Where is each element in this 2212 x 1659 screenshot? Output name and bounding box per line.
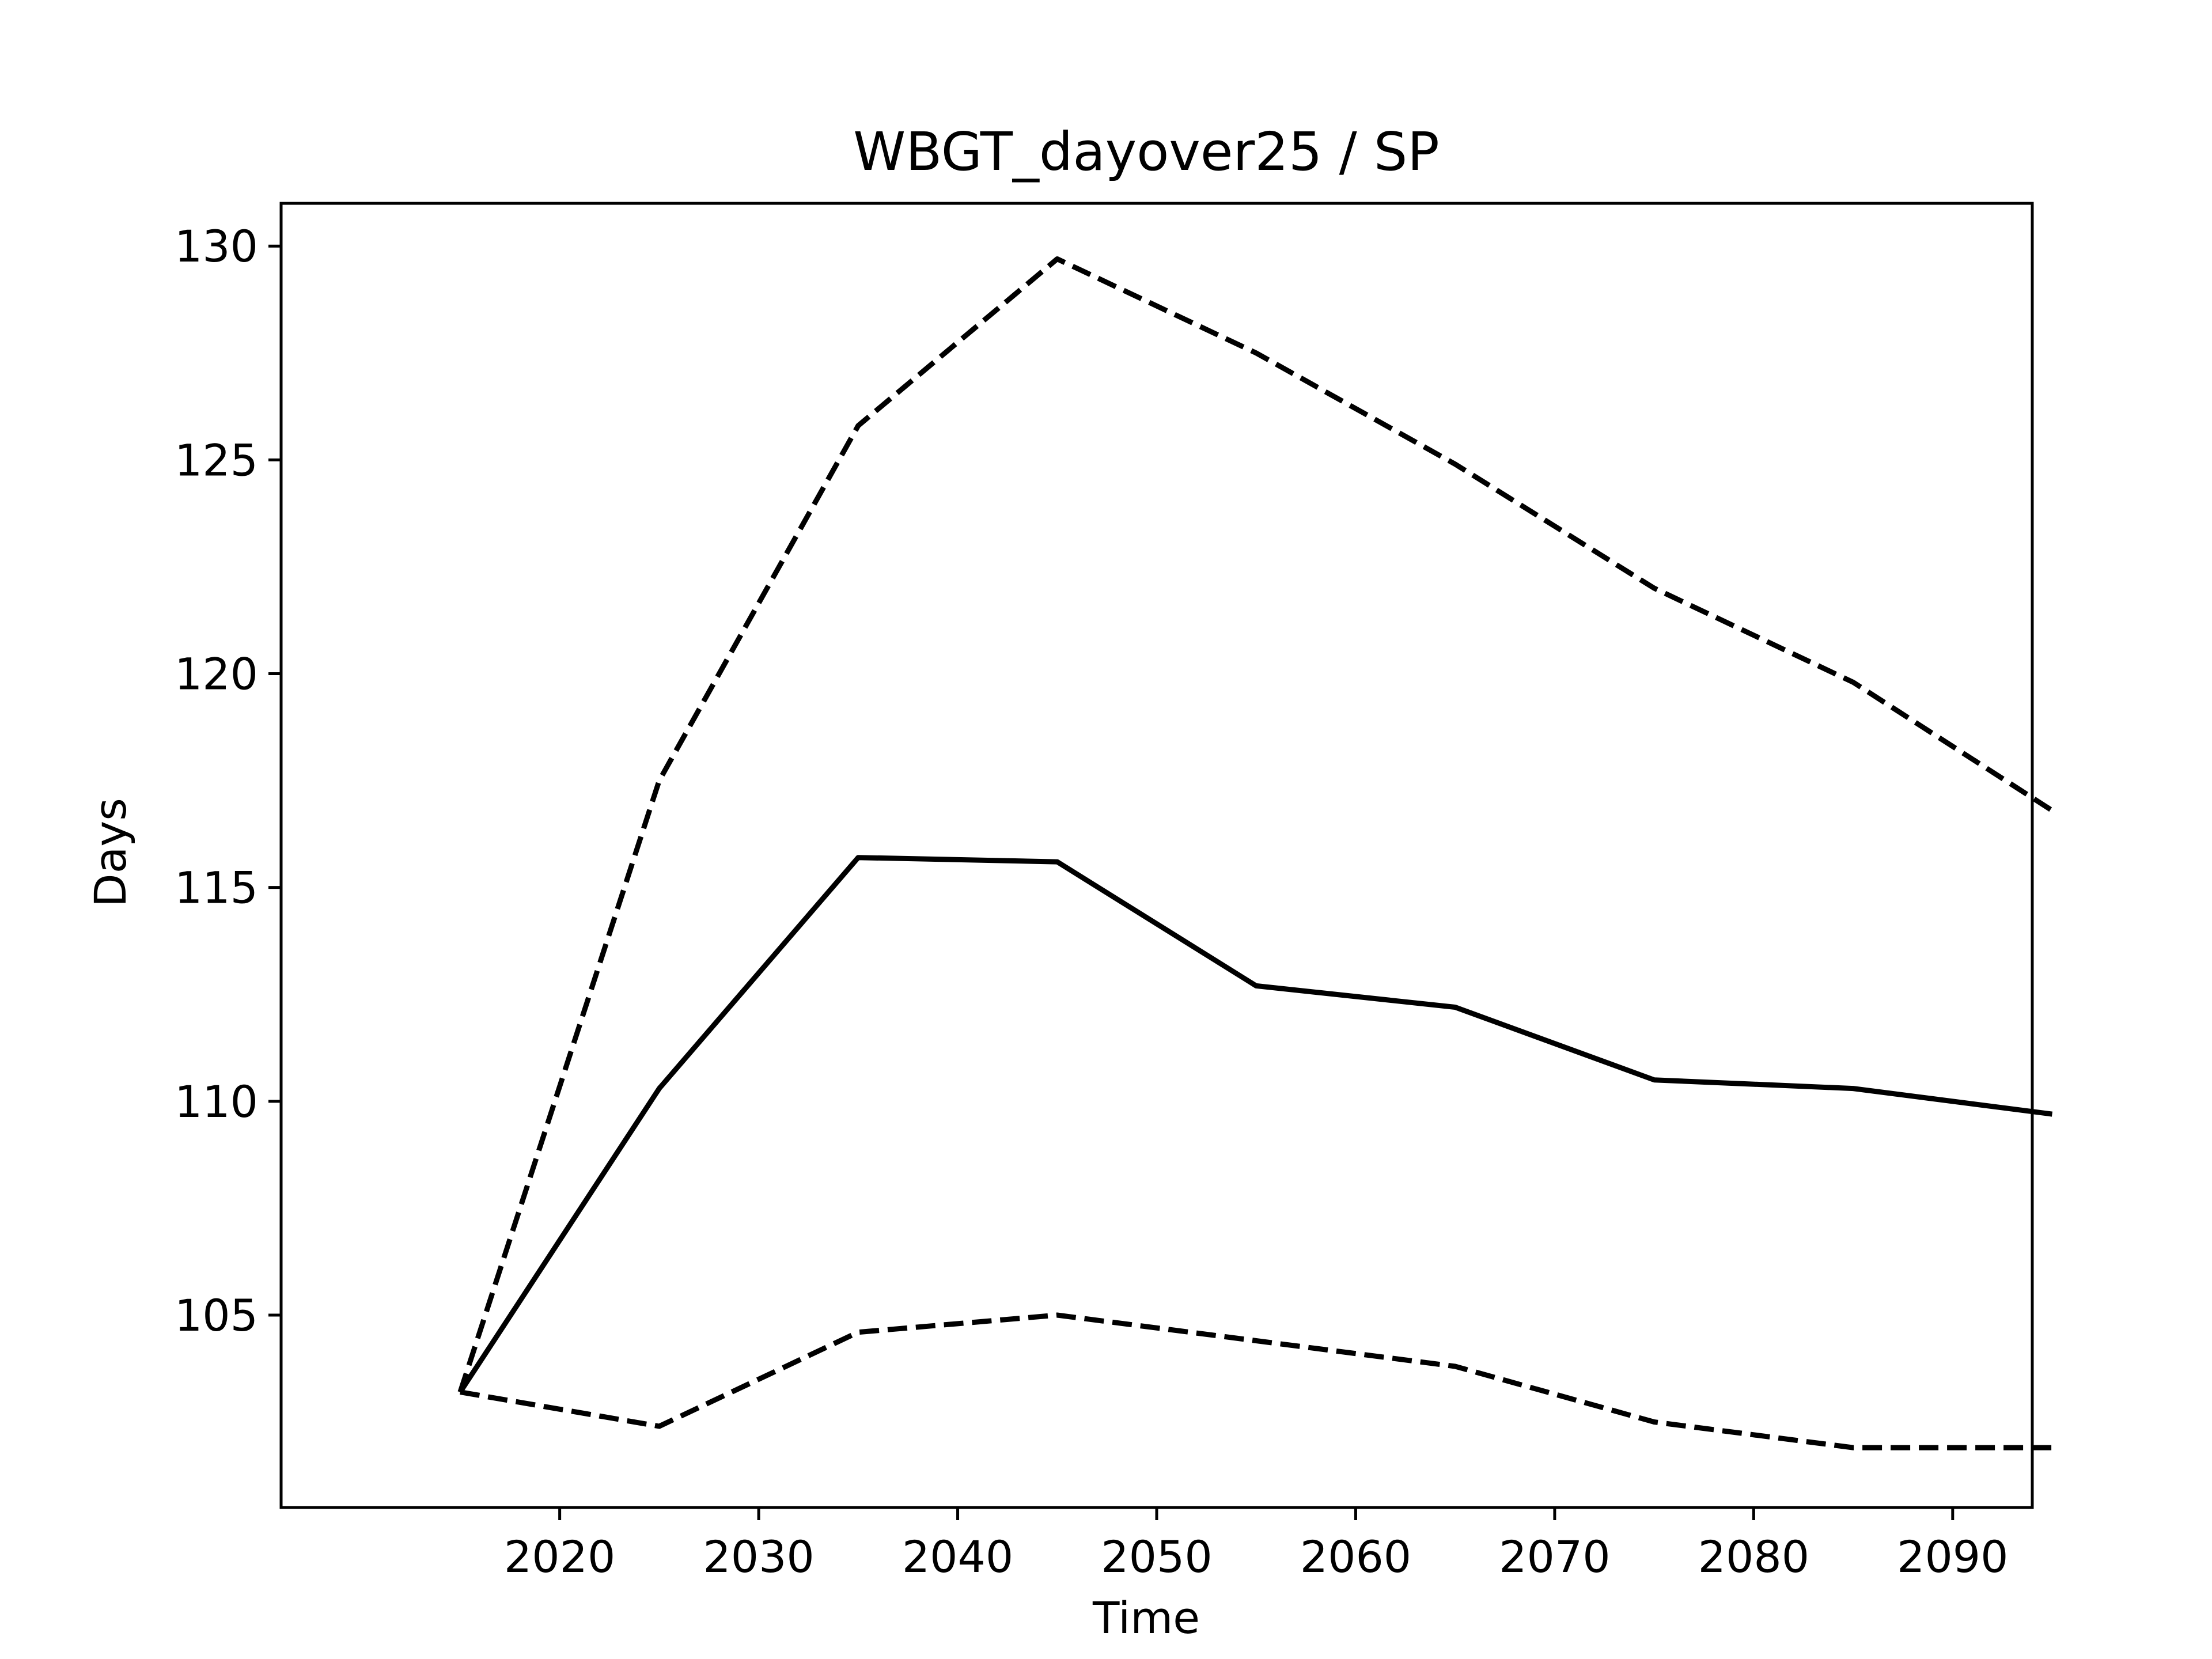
x-tick-label: 2090 — [1897, 1531, 2008, 1582]
x-tick-label: 2040 — [902, 1531, 1013, 1582]
x-axis-title: Time — [1092, 1592, 1200, 1643]
x-tick-label: 2020 — [504, 1531, 615, 1582]
y-tick-label: 115 — [175, 862, 258, 914]
y-tick-label: 130 — [175, 221, 258, 272]
x-tick-label: 2070 — [1499, 1531, 1610, 1582]
series-line-1-solid — [458, 855, 2053, 1394]
x-tick-label: 2060 — [1300, 1531, 1411, 1582]
y-tick-label: 105 — [175, 1290, 258, 1341]
y-axis: 105 110 115 120 125 130 — [175, 221, 281, 1341]
series-line-2-dashed — [457, 256, 2054, 1393]
y-tick-label: 110 — [175, 1076, 258, 1127]
y-axis-title: Days — [85, 798, 136, 907]
y-tick-label: 120 — [175, 649, 258, 700]
y-tick-label: 125 — [175, 434, 258, 486]
x-axis: 2020 2030 2040 2050 2060 2070 2080 2090 — [504, 1508, 2009, 1582]
series-layer — [457, 256, 2054, 1450]
chart-title: WBGT_dayover25 / SP — [853, 121, 1439, 183]
series-line-3-dashed — [460, 1312, 2052, 1450]
x-tick-label: 2080 — [1698, 1531, 1809, 1582]
x-tick-label: 2030 — [703, 1531, 814, 1582]
x-tick-label: 2050 — [1101, 1531, 1212, 1582]
